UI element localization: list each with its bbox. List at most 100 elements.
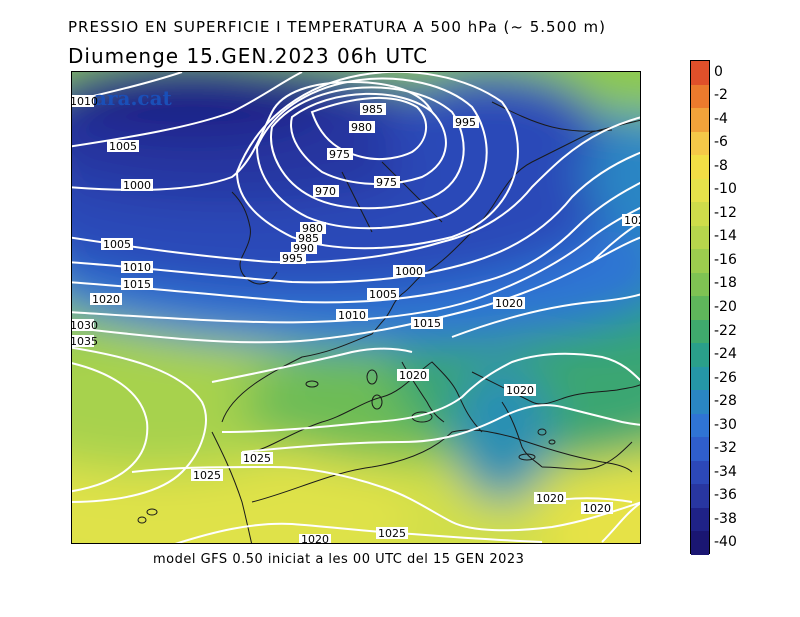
isobar-label: 1005 <box>367 288 399 301</box>
map-canvas: ara.cat 1010 1005 1000 985 980 975 970 9… <box>72 72 641 544</box>
colorbar-segment <box>691 413 709 438</box>
colorbar-segment <box>691 131 709 156</box>
isobar-label: 102 <box>622 214 641 227</box>
isobar-label: 975 <box>374 176 400 189</box>
colorbar-labels: 0 -2 -4 -6 -8 -10 -12 -14 -16 -18 -20 -22 -24 -26 -28 -… <box>714 60 794 554</box>
colorbar-label: -4 <box>714 110 728 127</box>
isobar-label: 1025 <box>376 527 408 540</box>
isobar-label: 1025 <box>191 469 223 482</box>
isobar-label: 1010 <box>336 309 368 322</box>
isobar-label: 1010 <box>121 261 153 274</box>
colorbar-label: -2 <box>714 87 728 104</box>
svg-text:1015: 1015 <box>123 278 151 291</box>
colorbar-label: -34 <box>714 463 737 480</box>
isobar-label: 985 <box>296 232 322 245</box>
colorbar-label: -38 <box>714 510 737 527</box>
svg-text:1020: 1020 <box>301 533 329 544</box>
isobar-label: 1000 <box>121 179 153 192</box>
chart-title: PRESSIO EN SUPERFICIE I TEMPERATURA A 50… <box>68 18 606 36</box>
svg-text:1010: 1010 <box>72 95 98 108</box>
svg-text:985: 985 <box>298 232 319 245</box>
colorbar-label: -6 <box>714 134 728 151</box>
colorbar-label: -36 <box>714 487 737 504</box>
colorbar-label: -14 <box>714 228 737 245</box>
colorbar-label: -24 <box>714 346 737 363</box>
isobar-label: 1005 <box>101 238 133 251</box>
colorbar-label: -12 <box>714 204 737 221</box>
isobar-label: 1020 <box>299 533 331 544</box>
watermark: ara.cat <box>94 86 173 110</box>
svg-text:980: 980 <box>302 222 323 235</box>
svg-text:1010: 1010 <box>123 261 151 274</box>
isobar-label: 1015 <box>411 317 443 330</box>
temperature-colorbar <box>690 60 710 556</box>
colorbar-segment <box>691 531 709 556</box>
svg-text:1020: 1020 <box>583 502 611 515</box>
colorbar-segment <box>691 437 709 462</box>
svg-text:1005: 1005 <box>103 238 131 251</box>
weather-map: ara.cat 1010 1005 1000 985 980 975 970 9… <box>71 71 641 544</box>
isobar-label: 1020 <box>581 502 613 515</box>
svg-text:980: 980 <box>351 121 372 134</box>
isobar-label: 1035 <box>72 335 98 348</box>
svg-text:1010: 1010 <box>338 309 366 322</box>
svg-text:1000: 1000 <box>395 265 423 278</box>
isobar-label: 1020 <box>534 492 566 505</box>
isobar-label: 1020 <box>504 384 536 397</box>
model-footer: model GFS 0.50 iniciat a les 00 UTC del … <box>153 552 525 567</box>
colorbar-segment <box>691 225 709 250</box>
colorbar-segment <box>691 202 709 227</box>
svg-text:975: 975 <box>376 176 397 189</box>
colorbar-label: 0 <box>714 63 723 80</box>
isobar-label: 980 <box>300 222 326 235</box>
isobars <box>72 72 640 543</box>
svg-text:1015: 1015 <box>413 317 441 330</box>
isobar-label: 1020 <box>397 369 429 382</box>
isobar-label: 1010 <box>72 95 98 108</box>
svg-text:975: 975 <box>329 148 350 161</box>
svg-text:1000: 1000 <box>123 179 151 192</box>
isobar-label: 1030 <box>72 319 98 332</box>
colorbar-label: -8 <box>714 157 728 174</box>
svg-text:102: 102 <box>624 214 641 227</box>
svg-text:1005: 1005 <box>109 140 137 153</box>
svg-text:995: 995 <box>455 116 476 129</box>
chart-subtitle: Diumenge 15.GEN.2023 06h UTC <box>68 44 429 68</box>
isobar-label: 975 <box>327 148 353 161</box>
svg-text:1005: 1005 <box>369 288 397 301</box>
svg-text:1020: 1020 <box>92 293 120 306</box>
isobar-label: 995 <box>453 116 479 129</box>
colorbar-segment <box>691 272 709 297</box>
colorbar-segment <box>691 343 709 368</box>
colorbar-segment <box>691 84 709 109</box>
isobar-label: 1015 <box>121 278 153 291</box>
colorbar-segment <box>691 390 709 415</box>
colorbar-segment <box>691 319 709 344</box>
isobar-label: 985 <box>360 103 386 116</box>
colorbar-segment <box>691 507 709 532</box>
svg-text:985: 985 <box>362 103 383 116</box>
svg-text:970: 970 <box>315 185 336 198</box>
isobar-labels: 1010 1005 1000 985 980 975 970 975 995 9… <box>72 95 641 544</box>
colorbar-label: -22 <box>714 322 737 339</box>
colorbar-label: -20 <box>714 299 737 315</box>
isobar-label: 1025 <box>241 452 273 465</box>
colorbar-label: -28 <box>714 393 737 410</box>
svg-text:1030: 1030 <box>72 319 98 332</box>
colorbar-segment <box>691 460 709 485</box>
isobar-label: 1020 <box>493 297 525 310</box>
svg-text:1020: 1020 <box>506 384 534 397</box>
svg-text:1035: 1035 <box>72 335 98 348</box>
colorbar-label: -26 <box>714 369 737 386</box>
colorbar-segment <box>691 178 709 203</box>
isobar-label: 970 <box>313 185 339 198</box>
colorbar-segment <box>691 108 709 133</box>
svg-text:1025: 1025 <box>243 452 271 465</box>
colorbar-label: -10 <box>714 181 737 198</box>
isobar-label: 1020 <box>90 293 122 306</box>
isobar-label: 1005 <box>107 140 139 153</box>
isobar-label: 990 <box>291 242 317 255</box>
colorbar-segment <box>691 61 709 86</box>
colorbar-label: -18 <box>714 275 737 292</box>
svg-text:995: 995 <box>282 252 303 265</box>
